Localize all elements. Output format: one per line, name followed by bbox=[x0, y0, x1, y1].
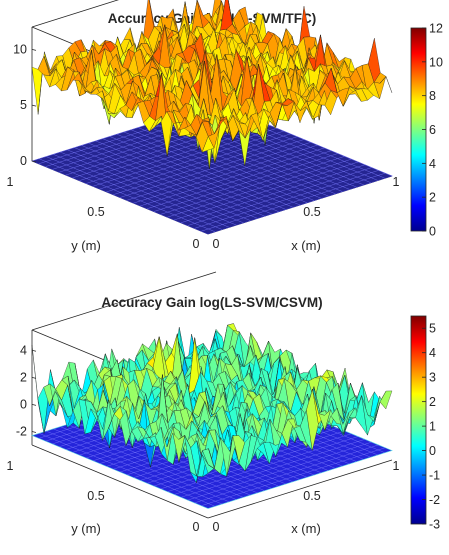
x-axis-label: x (m) bbox=[291, 238, 321, 253]
x-tick-label: 0.5 bbox=[303, 205, 320, 219]
z-tick-mark bbox=[31, 160, 37, 163]
z-tick-mark bbox=[31, 404, 37, 406]
x-tick-label: 0 bbox=[213, 520, 220, 534]
y-tick-label: 0 bbox=[193, 520, 200, 534]
colorbar-tick-label: 4 bbox=[429, 157, 436, 171]
z-tick-label: 2 bbox=[20, 370, 27, 384]
surface-plot-csvm: Accuracy Gain log(LS-SVM/CSVM) 10.50 00.5… bbox=[7, 271, 440, 536]
surface-patch bbox=[379, 390, 393, 410]
floor-grid-line bbox=[106, 133, 291, 193]
colorbar-tick-label: 6 bbox=[429, 123, 436, 137]
x-axis-label: x (m) bbox=[291, 521, 321, 536]
colorbar-tick-label: 4 bbox=[429, 346, 436, 360]
x-tick-label: 1 bbox=[393, 459, 400, 473]
y-tick-label: 0.5 bbox=[87, 205, 104, 219]
back-edge bbox=[31, 271, 217, 331]
colorbar-tick-label: -2 bbox=[429, 493, 440, 507]
colorbar-tick-label: 2 bbox=[429, 191, 436, 205]
z-tick-label: 0 bbox=[20, 154, 27, 168]
chart-title: Accuracy Gain log(LS-SVM/CSVM) bbox=[101, 295, 322, 310]
colorbar-tick-label: 5 bbox=[429, 322, 436, 336]
colorbar-tick-label: 2 bbox=[429, 395, 436, 409]
z-tick-mark bbox=[31, 431, 37, 433]
colorbar-tick-label: -1 bbox=[429, 469, 440, 483]
y-axis-label: y (m) bbox=[71, 521, 101, 536]
colorbar-ticks: -3 -2 -1 0 1 2 3 4 5 bbox=[422, 322, 440, 532]
colorbar-tick-label: -3 bbox=[429, 518, 440, 532]
colorbar-tick-label: 1 bbox=[429, 420, 436, 434]
x-tick-label: 0 bbox=[213, 237, 220, 251]
colorbar bbox=[410, 315, 427, 525]
z-tick-label: 4 bbox=[20, 343, 27, 357]
surface-mesh bbox=[31, 323, 393, 484]
x-tick-label: 1 bbox=[393, 175, 400, 189]
surface-plot-tfc: Accuracy Gain log(LS-SVM/TFC) 10.5000.51… bbox=[7, 0, 443, 253]
surface-mesh bbox=[31, 0, 393, 170]
surface-patch bbox=[379, 76, 393, 93]
z-tick-label: 5 bbox=[20, 98, 27, 112]
y-tick-label: 0.5 bbox=[87, 489, 104, 503]
z-tick-mark bbox=[31, 376, 37, 379]
colorbar-tick-label: 0 bbox=[429, 444, 436, 458]
colorbar-tick-label: 3 bbox=[429, 371, 436, 385]
back-edge bbox=[31, 0, 119, 28]
y-axis-label: y (m) bbox=[71, 238, 101, 253]
floor-grid-line bbox=[99, 130, 284, 190]
colorbar-tick-label: 10 bbox=[429, 55, 443, 69]
x-axis-line bbox=[207, 459, 393, 519]
floor-grid-line bbox=[131, 129, 308, 203]
y-tick-label: 1 bbox=[7, 175, 14, 189]
z-tick-label: 10 bbox=[13, 42, 27, 56]
floor-plane bbox=[31, 102, 393, 235]
colorbar-tick-label: 12 bbox=[429, 22, 443, 36]
y-tick-label: 1 bbox=[7, 459, 14, 473]
colorbar-ticks: 0 2 4 6 8 10 12 bbox=[422, 22, 443, 239]
colorbar-tick-label: 8 bbox=[429, 89, 436, 103]
floor-grid-line bbox=[119, 139, 305, 198]
colorbar-tick-label: 0 bbox=[429, 225, 436, 239]
z-tick-mark bbox=[31, 349, 37, 352]
z-tick-mark bbox=[31, 48, 37, 51]
floor-grid-line bbox=[145, 125, 322, 199]
z-tick-mark bbox=[31, 104, 37, 107]
z-tick-label: 0 bbox=[20, 397, 27, 411]
y-tick-label: 0 bbox=[193, 237, 200, 251]
floor-grid-line bbox=[113, 136, 298, 195]
z-tick-label: -2 bbox=[16, 424, 27, 438]
x-tick-label: 0.5 bbox=[303, 489, 320, 503]
y-axis-line bbox=[31, 444, 209, 519]
